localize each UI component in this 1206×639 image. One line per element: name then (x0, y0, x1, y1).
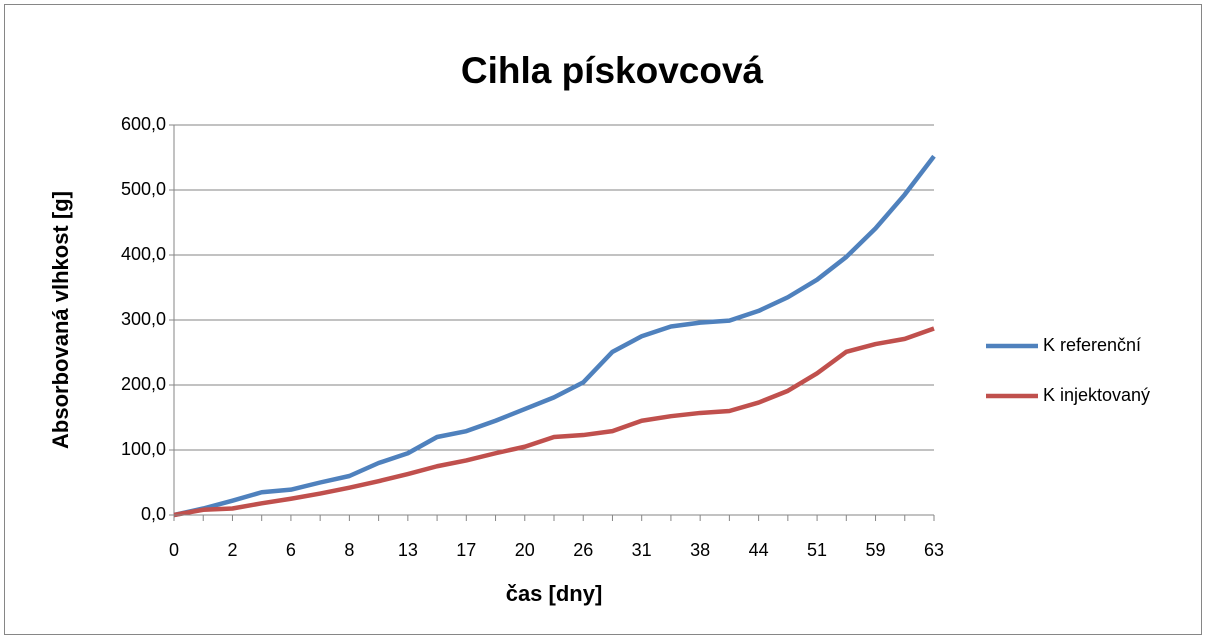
x-tick-label: 17 (456, 540, 476, 560)
legend-label: K injektovaný (1043, 385, 1150, 405)
x-tick-label: 13 (398, 540, 418, 560)
y-tick-label: 600,0 (121, 114, 166, 134)
x-tick-label: 59 (866, 540, 886, 560)
x-tick-label: 20 (515, 540, 535, 560)
y-tick-label: 400,0 (121, 244, 166, 264)
series-line (173, 326, 935, 518)
x-axis-label: čas [dny] (506, 581, 603, 606)
y-tick-label: 500,0 (121, 179, 166, 199)
x-tick-label: 0 (169, 540, 179, 560)
legend-label: K referenční (1043, 335, 1141, 355)
y-tick-label: 200,0 (121, 374, 166, 394)
x-tick-label: 38 (690, 540, 710, 560)
x-tick-label: 44 (749, 540, 769, 560)
y-tick-label: 100,0 (121, 439, 166, 459)
y-tick-label: 300,0 (121, 309, 166, 329)
chart-title: Cihla pískovcová (461, 50, 764, 91)
x-tick-label: 51 (807, 540, 827, 560)
y-axis-label: Absorbovaná vlhkost [g] (48, 191, 73, 449)
x-tick-label: 26 (573, 540, 593, 560)
x-tick-label: 6 (286, 540, 296, 560)
x-tick-label: 8 (344, 540, 354, 560)
y-tick-label: 0,0 (141, 504, 166, 524)
x-tick-label: 2 (227, 540, 237, 560)
x-tick-label: 31 (632, 540, 652, 560)
series-line (173, 154, 936, 518)
x-tick-label: 63 (924, 540, 944, 560)
